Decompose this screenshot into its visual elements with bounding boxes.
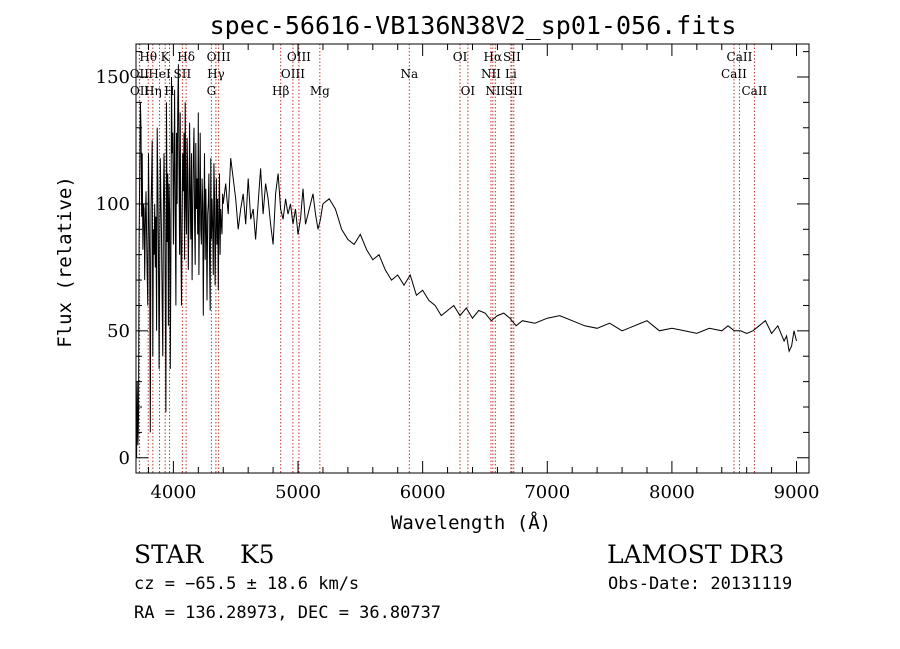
object-class: STAR <box>134 540 204 569</box>
x-tick-label: 9000 <box>774 482 820 503</box>
survey-name: LAMOST DR3 <box>607 540 785 569</box>
line-label: CaII <box>727 50 753 64</box>
x-tick-label: 7000 <box>524 482 570 503</box>
spectrum-line <box>136 64 797 458</box>
ra-dec-coordinates: RA = 136.28973, DEC = 36.80737 <box>134 603 442 623</box>
line-label: OI <box>453 50 468 64</box>
x-axis-label: Wavelength (Å) <box>391 511 551 534</box>
line-label: HeI <box>148 67 171 81</box>
line-label: NII <box>481 67 501 81</box>
line-label: CaII <box>741 84 767 98</box>
x-tick-label: 6000 <box>400 482 446 503</box>
line-label: Hδ <box>177 50 195 64</box>
x-tick-label: 8000 <box>649 482 695 503</box>
line-label: SII <box>505 84 523 98</box>
line-label: G <box>207 84 217 98</box>
line-label: K <box>161 50 171 64</box>
line-label: OIII <box>287 50 311 64</box>
line-label: Hη <box>144 84 162 98</box>
line-label: Hβ <box>272 84 289 98</box>
plot-frame <box>135 43 810 474</box>
y-tick-label: 150 <box>96 67 130 88</box>
y-tick-label: 100 <box>96 194 130 215</box>
chart-title: spec-56616-VB136N38V2_sp01-056.fits <box>210 11 737 40</box>
line-label: Na <box>400 67 418 81</box>
line-label: OII <box>130 84 150 98</box>
line-label: OII <box>130 67 150 81</box>
line-label: Hγ <box>207 67 225 81</box>
line-label: SII <box>503 50 521 64</box>
axis-ticks: 4000 5000 6000 7000 8000 9000 0 50 100 150 <box>96 44 820 503</box>
line-label: SII <box>174 67 192 81</box>
y-tick-label: 50 <box>107 321 130 342</box>
line-label: H <box>164 84 174 98</box>
y-axis-label: Flux (relative) <box>54 176 76 348</box>
x-tick-label: 4000 <box>150 482 196 503</box>
object-subclass: K5 <box>240 540 275 569</box>
spectral-line-markers <box>138 44 755 473</box>
x-tick-label: 5000 <box>275 482 321 503</box>
line-label: Li <box>505 67 517 81</box>
redshift-cz: cz = −65.5 ± 18.6 km/s <box>134 574 360 594</box>
line-label: Mg <box>310 84 330 98</box>
line-label: OI <box>461 84 476 98</box>
line-label: OIII <box>281 67 305 81</box>
y-tick-label: 0 <box>119 448 130 469</box>
line-label: CaII <box>721 67 747 81</box>
observation-date: Obs-Date: 20131119 <box>608 574 793 594</box>
line-label: Hα <box>484 50 503 64</box>
line-label: Hθ <box>139 50 157 64</box>
line-label: NII <box>485 84 505 98</box>
line-label: OIII <box>207 50 231 64</box>
